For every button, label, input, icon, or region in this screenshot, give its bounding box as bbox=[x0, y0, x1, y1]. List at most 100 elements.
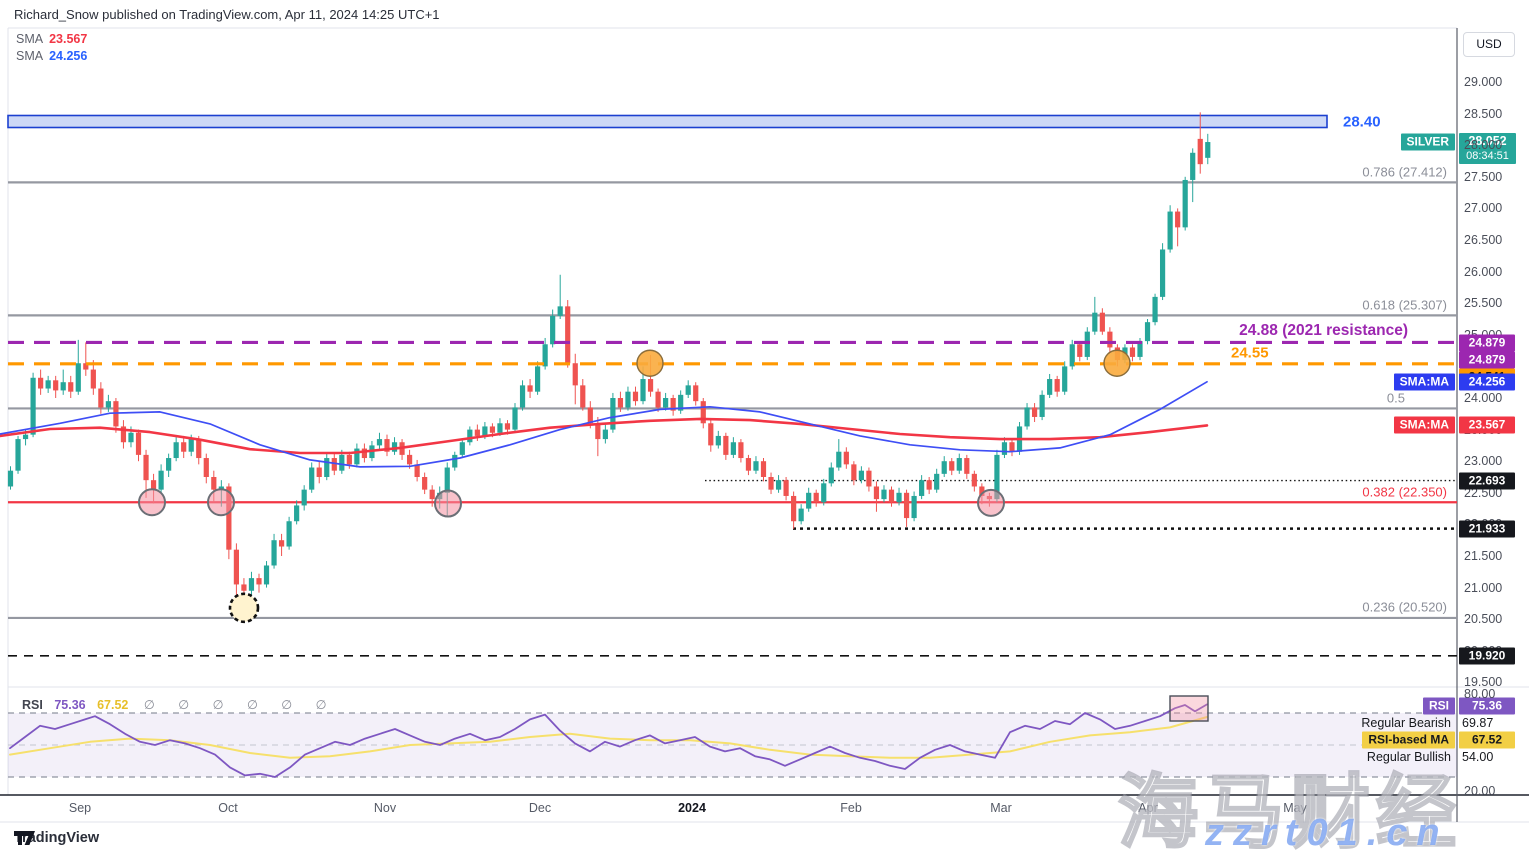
axis-badge-24.879: 24.879 bbox=[1459, 351, 1515, 369]
candle-body bbox=[452, 454, 458, 468]
candle-body bbox=[640, 379, 646, 402]
rsi-highlight-box[interactable] bbox=[1169, 695, 1209, 722]
candle-body bbox=[1077, 344, 1083, 357]
candle-body bbox=[557, 306, 563, 316]
candle-body bbox=[617, 398, 624, 408]
rsi-tick-80: 80.00 bbox=[1464, 687, 1496, 701]
candle-body bbox=[391, 442, 398, 452]
candle-body bbox=[700, 401, 706, 424]
symbol-name-badge: SILVER bbox=[1400, 133, 1455, 151]
swing-low-circle[interactable] bbox=[228, 592, 260, 624]
candle-body bbox=[120, 426, 127, 443]
candle-body bbox=[22, 434, 29, 440]
candle-body bbox=[587, 407, 593, 424]
time-label-Oct: Oct bbox=[218, 801, 238, 815]
candle-body bbox=[708, 423, 714, 446]
price-tick-26.000: 26.000 bbox=[1464, 265, 1503, 279]
resistance-2021-label[interactable]: 24.88 (2021 resistance) bbox=[1239, 322, 1408, 339]
price-tick-19.500: 19.500 bbox=[1464, 675, 1503, 689]
candle-body bbox=[414, 464, 420, 477]
candle-body bbox=[497, 423, 503, 433]
candle-body bbox=[1031, 407, 1038, 417]
candle-body bbox=[376, 439, 383, 446]
candle-body bbox=[760, 461, 767, 477]
level-test-circle[interactable] bbox=[1103, 349, 1131, 377]
candle-body bbox=[53, 380, 59, 391]
candle-body bbox=[903, 492, 910, 519]
price-tick-28.000: 28.000 bbox=[1464, 138, 1503, 152]
legend-sma-fast-value: 23.567 bbox=[49, 32, 88, 46]
candle-body bbox=[911, 495, 917, 519]
rsi-legend[interactable]: RSI 75.36 67.52 ∅ ∅ ∅ ∅ ∅ ∅ bbox=[22, 697, 337, 712]
candle-body bbox=[919, 480, 925, 496]
candle-body bbox=[1197, 138, 1203, 165]
candle-body bbox=[346, 454, 352, 465]
candle-body bbox=[7, 470, 14, 487]
sma-value-badge-24.256: 24.256 bbox=[1459, 373, 1515, 391]
price-tick-24.000: 24.000 bbox=[1464, 391, 1503, 405]
candle-body bbox=[836, 451, 842, 468]
candle-body bbox=[768, 477, 774, 490]
candle-body bbox=[467, 429, 473, 443]
candle-body bbox=[1099, 312, 1105, 332]
candle-body bbox=[934, 473, 940, 490]
time-label-Apr: Apr bbox=[1138, 801, 1158, 815]
axis-badge-24.879: 24.879 bbox=[1459, 334, 1515, 352]
candle-body bbox=[956, 458, 962, 471]
candle-body bbox=[941, 461, 947, 474]
candle-body bbox=[723, 435, 729, 455]
band-price-label[interactable]: 28.40 bbox=[1343, 113, 1381, 131]
candle-body bbox=[331, 458, 337, 471]
candle-body bbox=[527, 385, 533, 392]
candle-body bbox=[753, 461, 759, 471]
legend-sma-fast-label: SMA bbox=[16, 32, 44, 46]
candle-body bbox=[181, 442, 187, 452]
support-touch-circle[interactable] bbox=[434, 489, 462, 518]
candle-body bbox=[90, 369, 96, 389]
candle-body bbox=[406, 454, 413, 465]
candle-body bbox=[75, 363, 81, 392]
tradingview-logo-text: TradingView bbox=[14, 830, 100, 846]
indicator-legend[interactable]: SMA 23.567 SMA 24.256 bbox=[16, 31, 87, 65]
time-label-May: May bbox=[1283, 801, 1307, 815]
support-touch-circle[interactable] bbox=[977, 488, 1005, 517]
candle-body bbox=[1190, 152, 1196, 180]
candle-body bbox=[685, 385, 691, 395]
rsi-line bbox=[9, 703, 1208, 778]
candle-body bbox=[791, 495, 797, 522]
support-touch-circle[interactable] bbox=[138, 488, 166, 517]
candle-body bbox=[994, 454, 1000, 500]
candle-body bbox=[489, 426, 496, 433]
price-tick-27.000: 27.000 bbox=[1464, 201, 1503, 215]
candle-body bbox=[565, 306, 571, 364]
time-label-2024: 2024 bbox=[678, 801, 706, 815]
resistance-band-2840[interactable] bbox=[7, 114, 1328, 129]
candle-body bbox=[1024, 407, 1030, 427]
candle-body bbox=[881, 489, 887, 500]
candle-body bbox=[324, 458, 330, 477]
legend-sma-slow[interactable]: SMA 24.256 bbox=[16, 48, 87, 64]
level-test-circle[interactable] bbox=[636, 349, 664, 377]
candle-body bbox=[354, 448, 360, 465]
resistance-2455-label[interactable]: 24.55 bbox=[1231, 344, 1269, 362]
currency-button[interactable]: USD bbox=[1463, 32, 1515, 57]
candle-body bbox=[98, 388, 104, 408]
candle-body bbox=[738, 442, 744, 459]
legend-sma-fast[interactable]: SMA 23.567 bbox=[16, 31, 87, 47]
tradingview-logo[interactable]: TradingView bbox=[14, 830, 99, 846]
watermark-url: zzrt01.cn bbox=[1205, 812, 1449, 854]
candle-body bbox=[1167, 211, 1173, 250]
candle-body bbox=[1107, 331, 1113, 348]
fib-label-0.236: 0.236 (20.520) bbox=[1362, 599, 1447, 615]
axis-badge-22.693: 22.693 bbox=[1459, 472, 1515, 490]
candle-body bbox=[30, 377, 36, 435]
candle-body bbox=[459, 442, 465, 455]
price-tick-21.000: 21.000 bbox=[1464, 581, 1503, 595]
time-label-Nov: Nov bbox=[373, 801, 397, 815]
price-tick-22.500: 22.500 bbox=[1464, 486, 1503, 500]
candle-body bbox=[316, 467, 322, 477]
candle-body bbox=[150, 480, 157, 490]
support-touch-circle[interactable] bbox=[207, 488, 235, 517]
rsi-legend-title: RSI bbox=[22, 698, 43, 712]
